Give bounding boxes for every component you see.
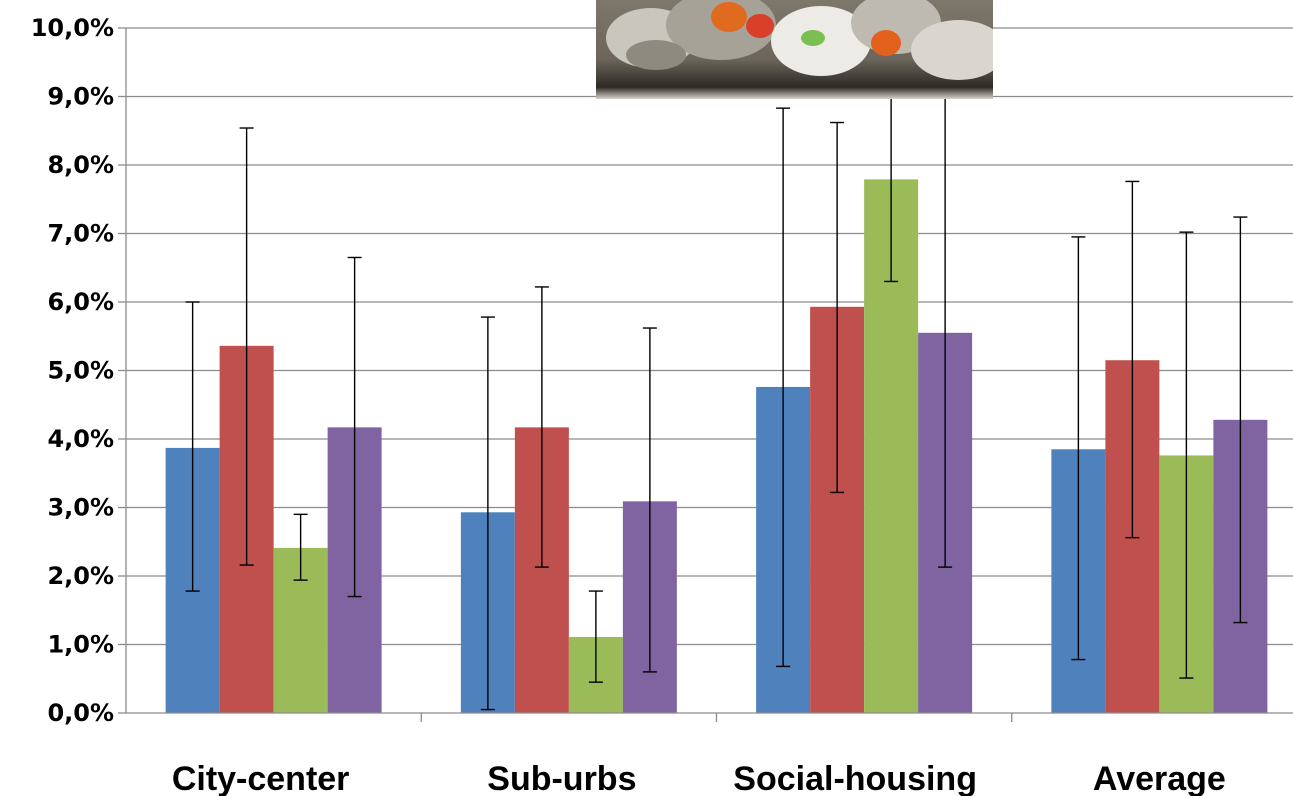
axes [125, 28, 1293, 722]
y-tick-labels: 0,0% 1,0% 2,0% 3,0% 4,0% 5,0% 6,0% 7,0% 8,0% 9,0%… [31, 14, 114, 727]
y-tick-label: 9,0% [47, 83, 114, 111]
y-tick-label: 8,0% [47, 151, 114, 179]
y-tick-label: 10,0% [31, 14, 114, 42]
x-tick-labels: City-center Sub-urbs Social-housing Average [172, 760, 1226, 796]
y-tick-label: 3,0% [47, 494, 114, 522]
y-tick-label: 5,0% [47, 357, 114, 385]
y-tick-label: 4,0% [47, 425, 114, 453]
food-waste-photo [596, 0, 993, 99]
error-bars [185, 75, 1248, 711]
y-tick-label: 1,0% [47, 631, 114, 659]
x-tick-label: Social-housing [733, 760, 977, 796]
bars [165, 179, 1268, 713]
x-tick-label: Sub-urbs [487, 760, 636, 796]
y-tick-label: 2,0% [47, 562, 114, 590]
x-tick-label: City-center [172, 760, 350, 796]
y-tick-label: 7,0% [47, 220, 114, 248]
x-tick-label: Average [1093, 760, 1226, 796]
y-tick-label: 6,0% [47, 288, 114, 316]
y-tick-label: 0,0% [47, 699, 114, 727]
